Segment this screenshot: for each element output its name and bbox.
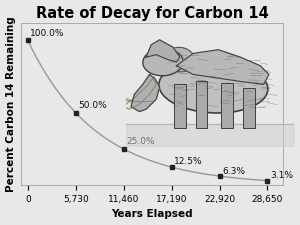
Bar [196, 81, 208, 128]
Bar [243, 88, 254, 128]
Ellipse shape [143, 48, 183, 76]
Y-axis label: Percent Carbon 14 Remaining: Percent Carbon 14 Remaining [6, 16, 16, 192]
Bar [221, 83, 233, 128]
Ellipse shape [159, 61, 268, 113]
Text: 50.0%: 50.0% [78, 101, 107, 110]
Text: 3.1%: 3.1% [270, 171, 293, 180]
Text: 25.0%: 25.0% [126, 137, 155, 146]
Title: Rate of Decay for Carbon 14: Rate of Decay for Carbon 14 [36, 6, 268, 20]
Text: 12.5%: 12.5% [174, 157, 203, 166]
Polygon shape [176, 50, 269, 84]
X-axis label: Years Elapsed: Years Elapsed [111, 209, 193, 219]
Polygon shape [146, 40, 180, 62]
Polygon shape [123, 78, 156, 109]
Text: 100.0%: 100.0% [30, 29, 65, 38]
Text: 6.3%: 6.3% [222, 167, 245, 176]
Bar [174, 84, 186, 128]
Polygon shape [131, 74, 160, 112]
Ellipse shape [164, 47, 195, 72]
